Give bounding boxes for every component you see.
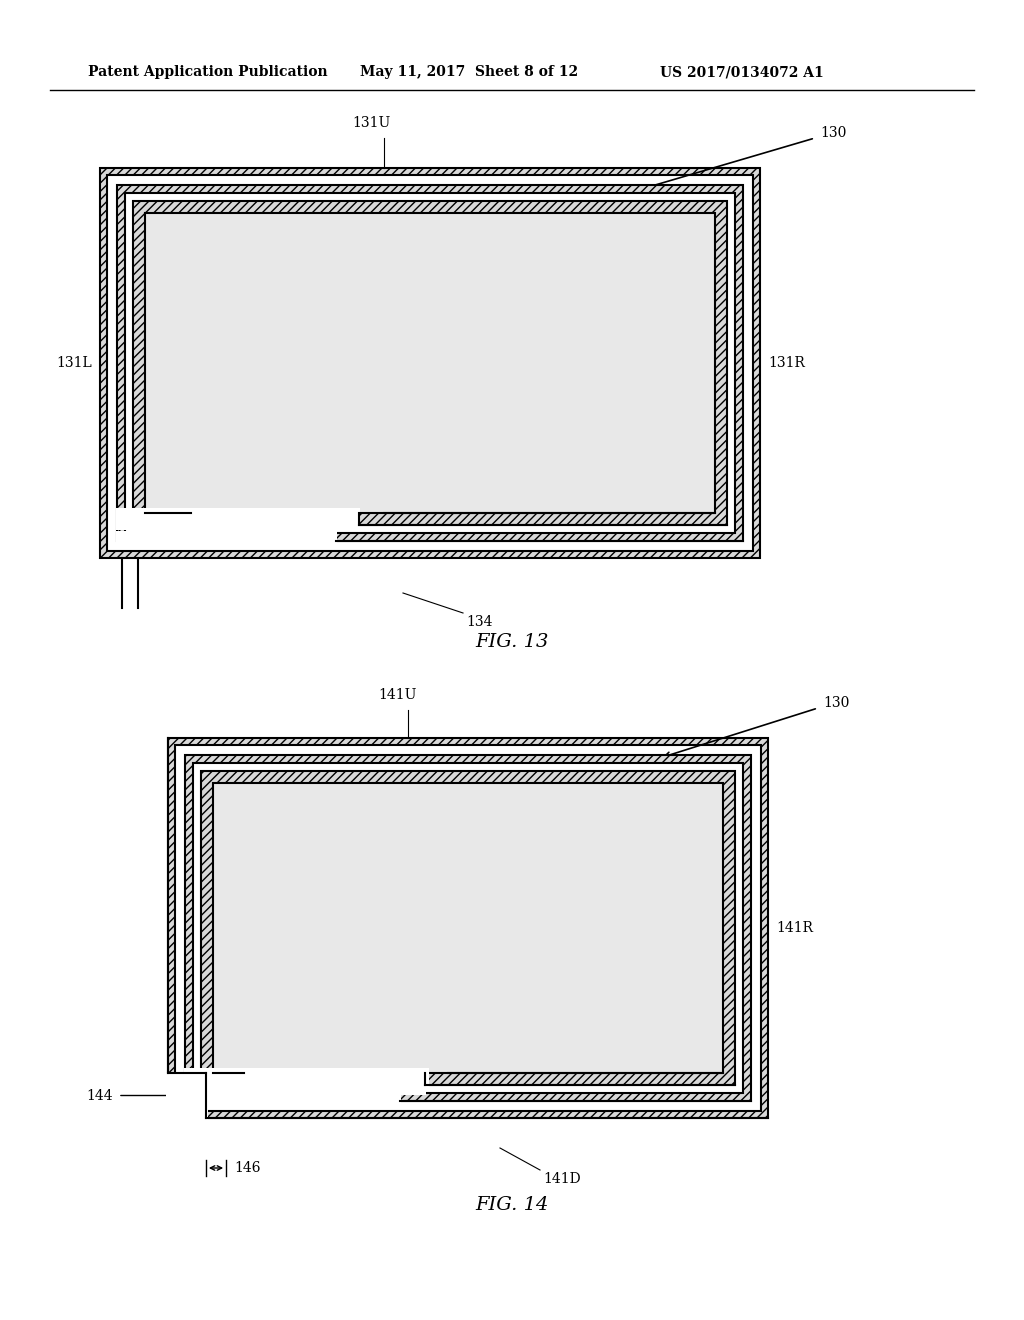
Text: 131L: 131L [56, 356, 92, 370]
Bar [168, 738, 768, 1118]
Bar [100, 168, 760, 558]
Bar [184, 1071, 426, 1096]
Text: 130: 130 [823, 696, 849, 710]
Bar [184, 1068, 429, 1088]
Bar [117, 185, 743, 541]
Text: 131R: 131R [768, 356, 805, 370]
Bar [184, 1092, 401, 1109]
Bar [145, 213, 715, 513]
Bar [116, 508, 359, 523]
Text: 130: 130 [820, 125, 847, 140]
Text: 131U: 131U [352, 116, 391, 129]
Bar [125, 193, 735, 533]
Bar [193, 763, 743, 1093]
Text: May 11, 2017  Sheet 8 of 12: May 11, 2017 Sheet 8 of 12 [360, 65, 579, 79]
Bar [201, 771, 735, 1085]
Text: FIG. 13: FIG. 13 [475, 634, 549, 651]
Bar [106, 176, 753, 550]
Text: 144: 144 [86, 1089, 113, 1102]
Bar [116, 531, 337, 546]
Text: US 2017/0134072 A1: US 2017/0134072 A1 [660, 65, 823, 79]
Text: 146: 146 [234, 1162, 260, 1175]
Bar [116, 513, 359, 531]
Bar [213, 783, 723, 1073]
Bar [133, 201, 727, 525]
Text: 141R: 141R [776, 921, 813, 935]
Text: Patent Application Publication: Patent Application Publication [88, 65, 328, 79]
Text: FIG. 14: FIG. 14 [475, 1196, 549, 1214]
Bar [185, 755, 751, 1101]
Bar [166, 1073, 208, 1119]
Text: 141U: 141U [379, 688, 417, 702]
Text: 141D: 141D [543, 1172, 581, 1185]
Text: 134: 134 [466, 615, 493, 630]
Bar [175, 744, 761, 1111]
